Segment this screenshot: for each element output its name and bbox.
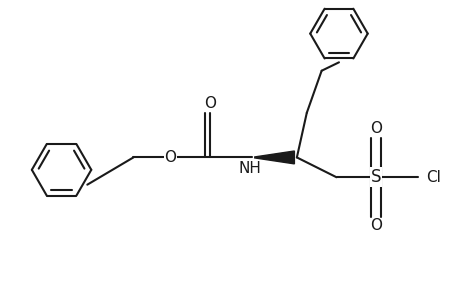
Text: NH: NH [238,161,261,176]
Polygon shape [254,151,294,164]
Text: S: S [370,168,381,186]
Text: Cl: Cl [425,170,440,185]
Text: O: O [204,96,216,111]
Text: O: O [369,121,381,136]
Text: O: O [369,218,381,233]
Text: O: O [164,150,176,165]
